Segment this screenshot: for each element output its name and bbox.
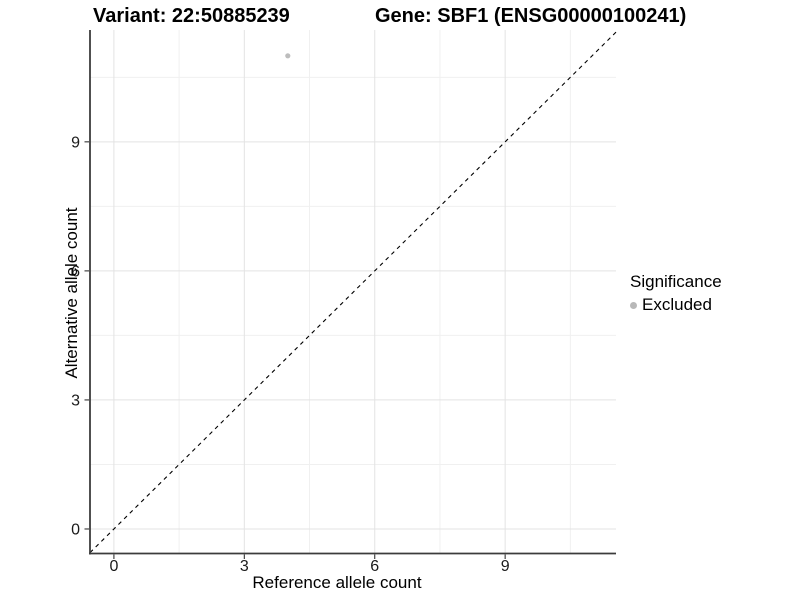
x-tick-label: 6 — [370, 558, 379, 575]
y-tick-label: 9 — [71, 134, 80, 151]
x-tick-label: 0 — [109, 558, 118, 575]
x-tick-label: 9 — [501, 558, 510, 575]
legend-title: Significance — [630, 272, 722, 291]
x-tick-label: 3 — [240, 558, 249, 575]
legend-item-excluded: Excluded — [630, 295, 722, 315]
y-tick-label: 0 — [71, 521, 80, 538]
gene-title: Gene: SBF1 (ENSG00000100241) — [375, 5, 687, 27]
legend-item-label: Excluded — [642, 295, 712, 314]
y-tick-label: 3 — [71, 392, 80, 409]
legend-dot-icon — [630, 301, 637, 309]
data-point — [285, 53, 291, 59]
legend: Significance Excluded — [630, 272, 722, 315]
x-axis-title: Reference allele count — [252, 573, 422, 592]
variant-title: Variant: 22:50885239 — [93, 5, 290, 27]
y-tick-label: 6 — [71, 263, 80, 280]
identity-dashed-line — [89, 31, 617, 554]
y-axis-title: Alternative allele count — [62, 207, 81, 379]
